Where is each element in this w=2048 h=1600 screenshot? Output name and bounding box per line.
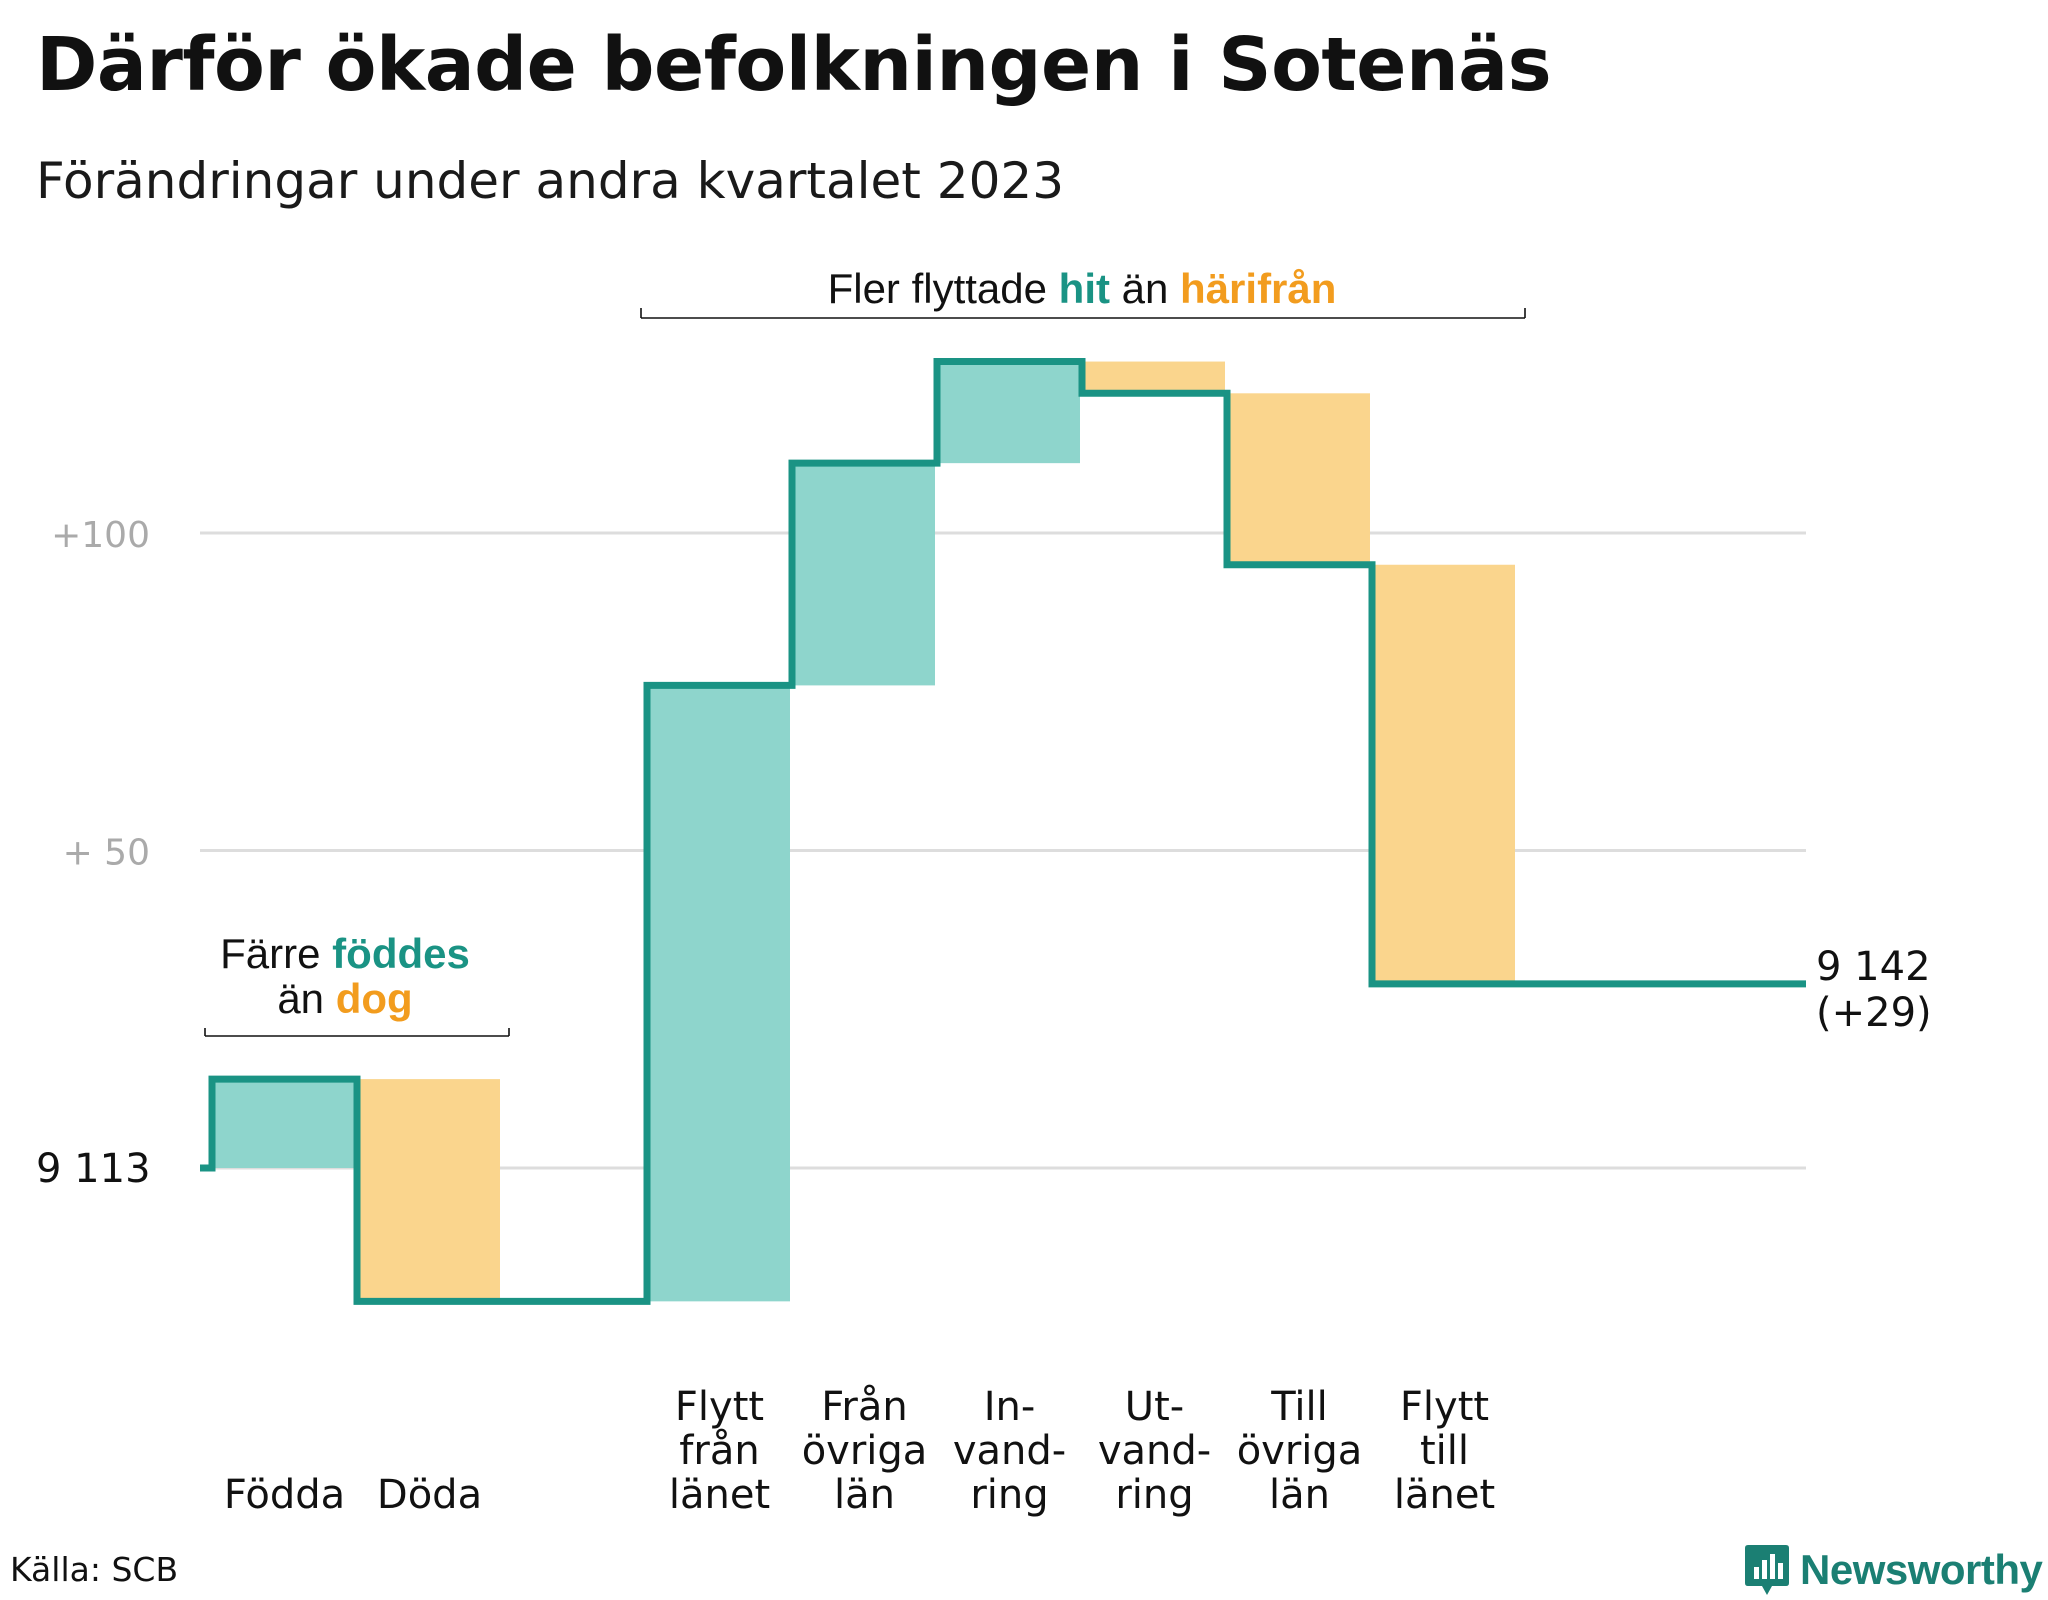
chart-title: Därför ökade befolkningen i Sotenäs <box>36 22 1552 108</box>
newsworthy-logo-icon <box>1745 1545 1789 1595</box>
bar-ut--vand--ring <box>1082 361 1225 394</box>
running-total-line <box>200 358 1806 1305</box>
category-label: län <box>834 1472 895 1518</box>
annotation-deaths-highlight: dog <box>336 975 413 1022</box>
category-label: ring <box>1115 1472 1193 1518</box>
annotation-births-line1: Färre föddes <box>220 930 470 977</box>
category-label: ring <box>970 1472 1048 1518</box>
annotation-migration-harifran: härifrån <box>1180 265 1336 312</box>
annotation-births-line2: än dog <box>277 975 412 1022</box>
bar-flytt-från-länet <box>647 685 790 1302</box>
annotation-migration-bracket <box>640 308 1526 319</box>
ytick-label: + 50 <box>63 833 150 874</box>
end-value-label: 9 142 <box>1816 944 1931 990</box>
annotation-births-highlight: föddes <box>332 930 470 977</box>
newsworthy-logo-text: Newsworthy <box>1800 1546 2043 1593</box>
category-label: Till <box>1270 1384 1328 1430</box>
category-label: länet <box>1394 1472 1495 1518</box>
bar-till-övriga-län <box>1227 393 1370 565</box>
ytick-label: +100 <box>51 515 150 556</box>
category-label: från <box>679 1428 759 1474</box>
category-label: Ut- <box>1125 1384 1184 1430</box>
category-label: vand- <box>953 1428 1066 1474</box>
source-note: Källa: SCB <box>10 1550 179 1589</box>
newsworthy-logo: Newsworthy <box>1744 1543 2043 1597</box>
annotation-migration-text: Fler flyttade hit än härifrån <box>828 265 1337 312</box>
migration-annotation: Fler flyttade hit än härifrån <box>640 265 1526 319</box>
start-value-label: 9 113 <box>36 1146 151 1192</box>
bar-flytt-till-länet <box>1372 564 1515 984</box>
category-label: Från <box>821 1384 907 1430</box>
category-label: Flytt <box>1400 1384 1489 1430</box>
bar-döda <box>357 1079 500 1302</box>
category-label: övriga <box>1237 1428 1363 1474</box>
bars <box>212 361 1515 1302</box>
category-label: Födda <box>224 1472 345 1518</box>
running-total-line-group <box>200 358 1806 1305</box>
end-change-label: (+29) <box>1816 990 1932 1036</box>
births-deaths-annotation: Färre föddes än dog <box>204 930 510 1037</box>
bar-in--vand--ring <box>937 361 1080 464</box>
category-label: övriga <box>802 1428 928 1474</box>
annotation-migration-hit: hit <box>1059 265 1110 312</box>
chart-subtitle: Förändringar under andra kvartalet 2023 <box>36 152 1065 210</box>
category-label: Döda <box>377 1472 482 1518</box>
gridlines <box>200 531 1806 1170</box>
category-label: till <box>1420 1428 1469 1474</box>
category-label: vand- <box>1098 1428 1211 1474</box>
category-label: Flytt <box>675 1384 764 1430</box>
category-label: In- <box>984 1384 1036 1430</box>
bar-födda <box>212 1079 355 1168</box>
bar-från-övriga-län <box>792 463 935 686</box>
category-label: länet <box>669 1472 770 1518</box>
category-label: län <box>1269 1472 1330 1518</box>
annotation-births-bracket <box>204 1028 510 1037</box>
